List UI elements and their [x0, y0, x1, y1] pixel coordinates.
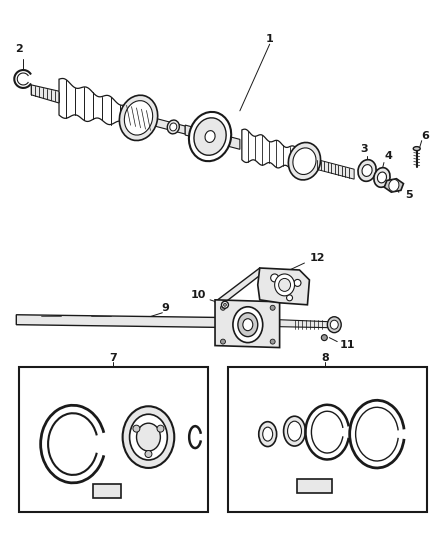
Ellipse shape: [120, 95, 158, 141]
Text: 7: 7: [109, 352, 117, 362]
Ellipse shape: [294, 279, 301, 286]
Ellipse shape: [374, 168, 390, 187]
Text: 11: 11: [339, 340, 355, 350]
Text: 9: 9: [162, 303, 169, 313]
Ellipse shape: [358, 160, 376, 181]
Ellipse shape: [205, 131, 215, 142]
Bar: [93, 484, 120, 498]
Text: 10: 10: [191, 290, 206, 300]
Ellipse shape: [167, 120, 179, 134]
Ellipse shape: [145, 450, 152, 457]
Polygon shape: [318, 159, 354, 179]
Ellipse shape: [123, 406, 174, 468]
Polygon shape: [185, 125, 240, 149]
Ellipse shape: [170, 123, 177, 131]
Ellipse shape: [259, 422, 277, 447]
Ellipse shape: [220, 305, 226, 310]
Polygon shape: [16, 315, 240, 328]
Ellipse shape: [286, 295, 293, 301]
Polygon shape: [279, 320, 329, 328]
Ellipse shape: [238, 313, 258, 337]
Ellipse shape: [283, 416, 305, 446]
Ellipse shape: [378, 172, 386, 183]
Ellipse shape: [222, 301, 229, 308]
Bar: [19, 367, 208, 512]
Ellipse shape: [189, 112, 231, 161]
Ellipse shape: [223, 303, 226, 306]
Ellipse shape: [279, 278, 290, 292]
Bar: [297, 479, 332, 493]
Ellipse shape: [413, 147, 420, 151]
Ellipse shape: [133, 425, 140, 432]
Ellipse shape: [137, 423, 160, 451]
Ellipse shape: [243, 319, 253, 330]
Polygon shape: [384, 179, 403, 192]
Ellipse shape: [130, 414, 167, 460]
Ellipse shape: [271, 274, 279, 282]
Ellipse shape: [233, 307, 263, 343]
Ellipse shape: [157, 425, 164, 432]
Polygon shape: [31, 85, 61, 103]
Polygon shape: [215, 300, 279, 348]
Text: 5: 5: [405, 190, 413, 200]
Ellipse shape: [389, 180, 399, 191]
Ellipse shape: [321, 335, 327, 341]
Ellipse shape: [270, 305, 275, 310]
Polygon shape: [242, 129, 297, 171]
Ellipse shape: [330, 320, 338, 329]
Polygon shape: [155, 118, 185, 134]
Ellipse shape: [194, 118, 226, 155]
Text: 1: 1: [266, 34, 274, 44]
Ellipse shape: [220, 339, 226, 344]
Ellipse shape: [124, 101, 153, 135]
Text: 8: 8: [321, 352, 329, 362]
Ellipse shape: [288, 421, 301, 441]
Text: 12: 12: [310, 253, 325, 263]
Polygon shape: [59, 78, 126, 125]
Ellipse shape: [275, 274, 294, 296]
Text: 6: 6: [422, 131, 430, 141]
Ellipse shape: [288, 142, 321, 180]
Ellipse shape: [263, 427, 273, 441]
Ellipse shape: [362, 165, 372, 176]
Text: 4: 4: [385, 151, 393, 160]
Text: 2: 2: [15, 44, 23, 54]
Text: 3: 3: [360, 143, 368, 154]
Ellipse shape: [270, 339, 275, 344]
Ellipse shape: [293, 148, 316, 174]
Bar: [228, 367, 427, 512]
Ellipse shape: [327, 317, 341, 333]
Polygon shape: [215, 268, 262, 308]
Polygon shape: [258, 268, 309, 305]
